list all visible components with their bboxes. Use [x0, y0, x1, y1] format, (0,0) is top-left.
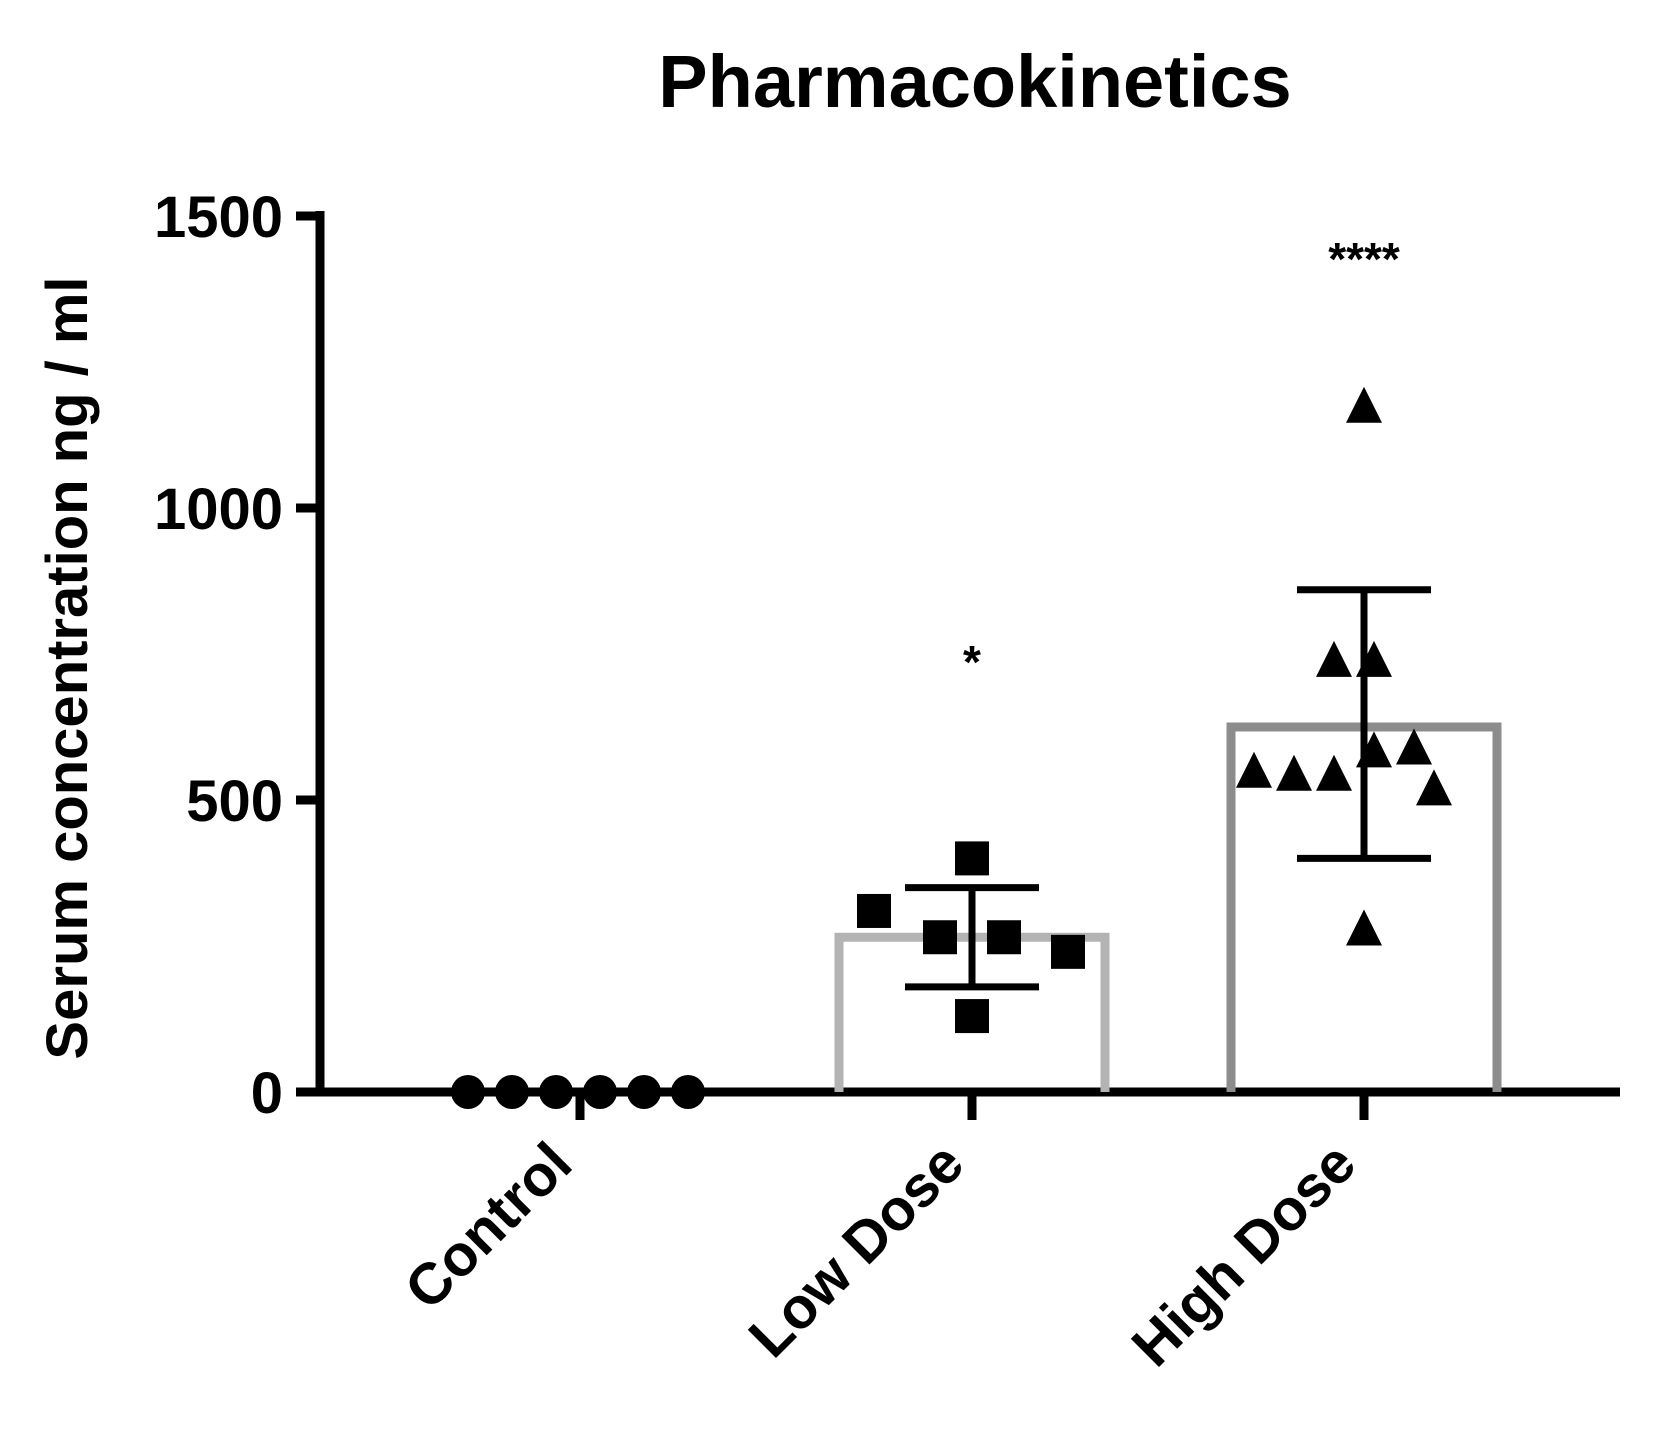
x-tick-label: High Dose — [1119, 1130, 1368, 1379]
data-point-control — [583, 1075, 617, 1109]
data-point-low-dose — [955, 841, 989, 876]
significance-markers: ***** — [963, 233, 1400, 688]
data-point-high-dose — [1346, 386, 1382, 423]
data-point-high-dose — [1346, 909, 1382, 946]
data-point-low-dose — [955, 999, 989, 1034]
y-tick-label: 1000 — [154, 477, 283, 542]
y-axis-label: Serum concentration ng / ml — [35, 276, 100, 1059]
y-tick-label: 500 — [186, 769, 283, 834]
data-point-low-dose — [1051, 934, 1085, 969]
chart-title: Pharmacokinetics — [658, 40, 1291, 123]
y-tick-label: 0 — [251, 1061, 283, 1126]
data-point-low-dose — [923, 920, 957, 955]
data-point-control — [539, 1075, 573, 1109]
data-point-control — [671, 1075, 705, 1109]
data-point-low-dose — [987, 920, 1021, 955]
error-bars — [905, 586, 1431, 991]
x-tick-label: Control — [392, 1130, 584, 1322]
significance-label: * — [963, 636, 981, 688]
data-points — [451, 386, 1452, 1109]
data-point-high-dose — [1316, 640, 1352, 677]
data-point-high-dose — [1356, 640, 1392, 677]
data-point-high-dose — [1416, 769, 1452, 806]
significance-label: **** — [1328, 233, 1400, 285]
x-tick-label: Low Dose — [737, 1130, 977, 1370]
data-point-high-dose — [1356, 731, 1392, 768]
data-point-control — [627, 1075, 661, 1109]
data-point-low-dose — [857, 893, 891, 928]
data-point-control — [495, 1075, 529, 1109]
data-point-high-dose — [1236, 751, 1272, 788]
y-tick-label: 1500 — [154, 185, 283, 250]
data-point-control — [451, 1075, 485, 1109]
bars — [834, 722, 1502, 1092]
data-point-high-dose — [1276, 754, 1312, 791]
tick-labels: 0 500 1000 1500 Control Low Dose High Dose — [154, 185, 1368, 1379]
data-point-high-dose — [1316, 754, 1352, 791]
data-point-high-dose — [1396, 728, 1432, 765]
